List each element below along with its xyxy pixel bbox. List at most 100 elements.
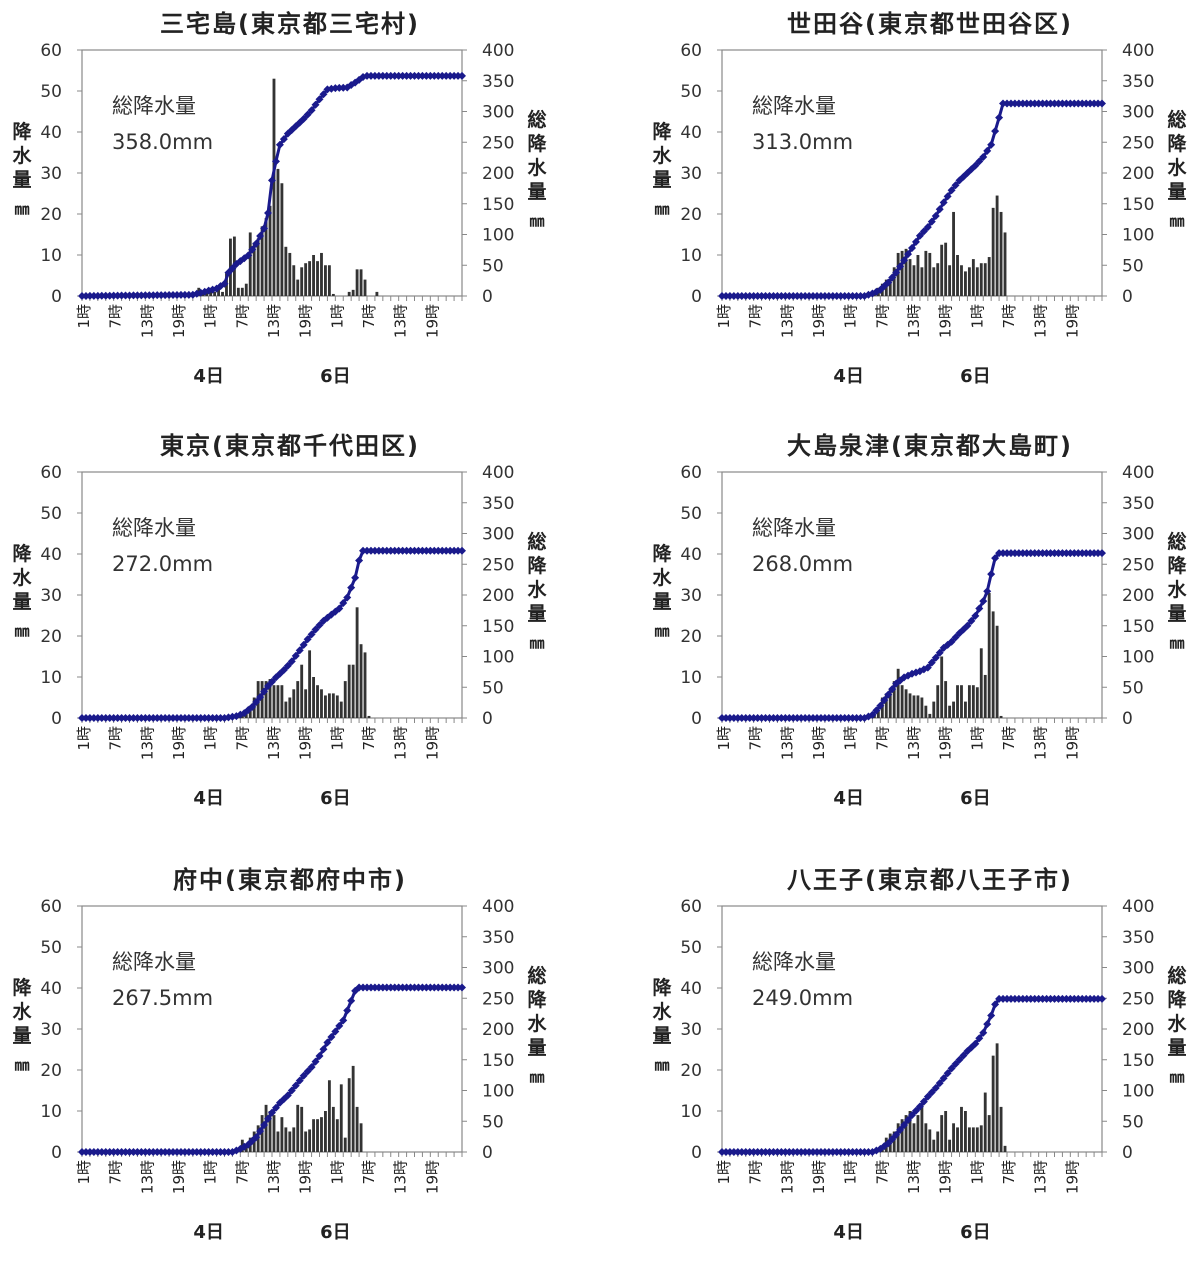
- left-tick-label: 50: [40, 504, 62, 524]
- right-axis-label-char: 降: [527, 554, 547, 577]
- left-tick-label: 60: [40, 897, 62, 917]
- x-hour-label: 7時: [107, 726, 125, 751]
- left-tick-label: 60: [680, 897, 702, 917]
- total-label-heading: 総降水量: [112, 94, 196, 118]
- left-axis-label-char: 降: [652, 976, 672, 999]
- x-hour-label: 19時: [297, 726, 315, 760]
- cumulative-marker: [959, 625, 968, 634]
- rain-bar: [904, 1115, 908, 1152]
- rain-bar: [999, 715, 1003, 718]
- cumulative-marker: [299, 640, 308, 649]
- rain-bar: [355, 1106, 359, 1152]
- left-tick-label: 10: [680, 1102, 702, 1122]
- left-tick-label: 60: [680, 463, 702, 483]
- cumulative-marker: [323, 1038, 332, 1047]
- x-hour-label: 13時: [778, 1160, 796, 1194]
- cumulative-marker: [884, 1139, 893, 1148]
- cumulative-marker: [279, 1095, 288, 1104]
- cumulative-marker: [868, 289, 877, 298]
- x-hour-label: 7時: [360, 726, 378, 751]
- total-value: 249.0mm: [752, 986, 853, 1010]
- right-axis-unit: ㎜: [1169, 212, 1184, 230]
- rain-bar: [280, 183, 284, 296]
- plot-frame: [721, 471, 1103, 719]
- cumulative-marker: [264, 1114, 273, 1123]
- rain-bar: [920, 697, 924, 718]
- cumulative-marker: [919, 1097, 928, 1106]
- rain-bar: [331, 293, 335, 296]
- rain-bar: [940, 1115, 944, 1152]
- rain-bar: [932, 267, 936, 296]
- cumulative-marker: [943, 1069, 952, 1078]
- right-axis-label-char: 総: [1167, 964, 1186, 987]
- rain-bar: [948, 705, 952, 718]
- x-hour-label: 13時: [1032, 726, 1050, 760]
- day-label: 4日: [193, 366, 224, 387]
- total-label-heading: 総降水量: [112, 516, 196, 540]
- x-hour-label: 7時: [747, 304, 765, 329]
- left-tick-label: 0: [51, 709, 62, 729]
- cumulative-marker: [252, 1133, 261, 1142]
- rain-bar: [888, 279, 892, 296]
- cumulative-marker: [260, 224, 269, 233]
- day-label: 6日: [960, 788, 991, 809]
- rain-bar: [940, 244, 944, 296]
- rain-bar: [327, 693, 331, 718]
- cumulative-marker: [339, 1016, 348, 1025]
- right-tick-label: 100: [482, 648, 514, 668]
- cumulative-marker: [975, 1034, 984, 1043]
- rain-bar: [952, 701, 955, 718]
- right-tick-label: 50: [1122, 256, 1144, 276]
- rain-bar: [335, 1119, 339, 1152]
- cumulative-marker: [991, 554, 1000, 563]
- rain-bar: [1003, 232, 1007, 296]
- rain-bar: [320, 689, 323, 718]
- cumulative-marker: [915, 1102, 924, 1111]
- x-hour-label: 13時: [138, 1160, 156, 1194]
- chart-title: 世田谷(東京都世田谷区): [787, 10, 1073, 38]
- right-tick-label: 0: [1122, 1143, 1133, 1163]
- right-tick-label: 0: [1122, 287, 1133, 307]
- rain-bar: [367, 715, 371, 718]
- right-tick-label: 250: [482, 989, 514, 1009]
- chart-panel: 大島泉津(東京都大島町) 0 10 20 30 40 50 60 0 50 100 150 200 250…: [640, 422, 1189, 836]
- cumulative-marker: [919, 227, 928, 236]
- cumulative-marker: [967, 1043, 976, 1052]
- rain-bar: [987, 592, 991, 718]
- x-hour-label: 13時: [392, 1160, 410, 1194]
- rain-bar: [363, 652, 367, 718]
- rain-bar: [936, 685, 940, 718]
- cumulative-marker: [939, 1074, 948, 1083]
- right-tick-label: 250: [1122, 133, 1154, 153]
- total-label-heading: 総降水量: [752, 94, 836, 118]
- x-hour-label: 19時: [423, 304, 441, 338]
- x-hour-label: 1時: [328, 304, 346, 329]
- cumulative-marker: [303, 110, 312, 119]
- cumulative-marker: [947, 637, 956, 646]
- rain-bar: [932, 701, 936, 718]
- cumulative-line: [722, 551, 1102, 720]
- chart-title: 三宅島(東京都三宅村): [160, 10, 420, 38]
- rain-bar: [896, 668, 900, 718]
- right-tick-label: 250: [1122, 555, 1154, 575]
- rain-bar: [276, 685, 280, 718]
- right-axis-label-char: 水: [527, 1013, 547, 1035]
- rain-bar: [343, 681, 347, 718]
- cumulative-marker: [896, 262, 905, 271]
- rain-bar: [351, 289, 355, 296]
- cumulative-marker: [268, 677, 276, 686]
- cumulative-marker: [923, 223, 932, 232]
- x-hour-label: 1時: [75, 1160, 93, 1185]
- plot-frame: [81, 49, 463, 297]
- cumulative-marker: [343, 1006, 352, 1015]
- x-hour-label: 13時: [392, 726, 410, 760]
- cumulative-marker: [983, 146, 992, 155]
- rain-bar: [948, 265, 952, 296]
- rain-bar: [316, 685, 319, 718]
- x-hour-label: 19時: [937, 1160, 955, 1194]
- chart-panel: 府中(東京都府中市) 0 10 20 30 40 50 60 0 50 100 150 200 250 30…: [0, 856, 594, 1270]
- chart-title: 東京(東京都千代田区): [160, 432, 420, 460]
- left-tick-label: 10: [40, 246, 62, 266]
- x-hour-label: 19時: [937, 726, 955, 760]
- cumulative-marker: [884, 690, 893, 699]
